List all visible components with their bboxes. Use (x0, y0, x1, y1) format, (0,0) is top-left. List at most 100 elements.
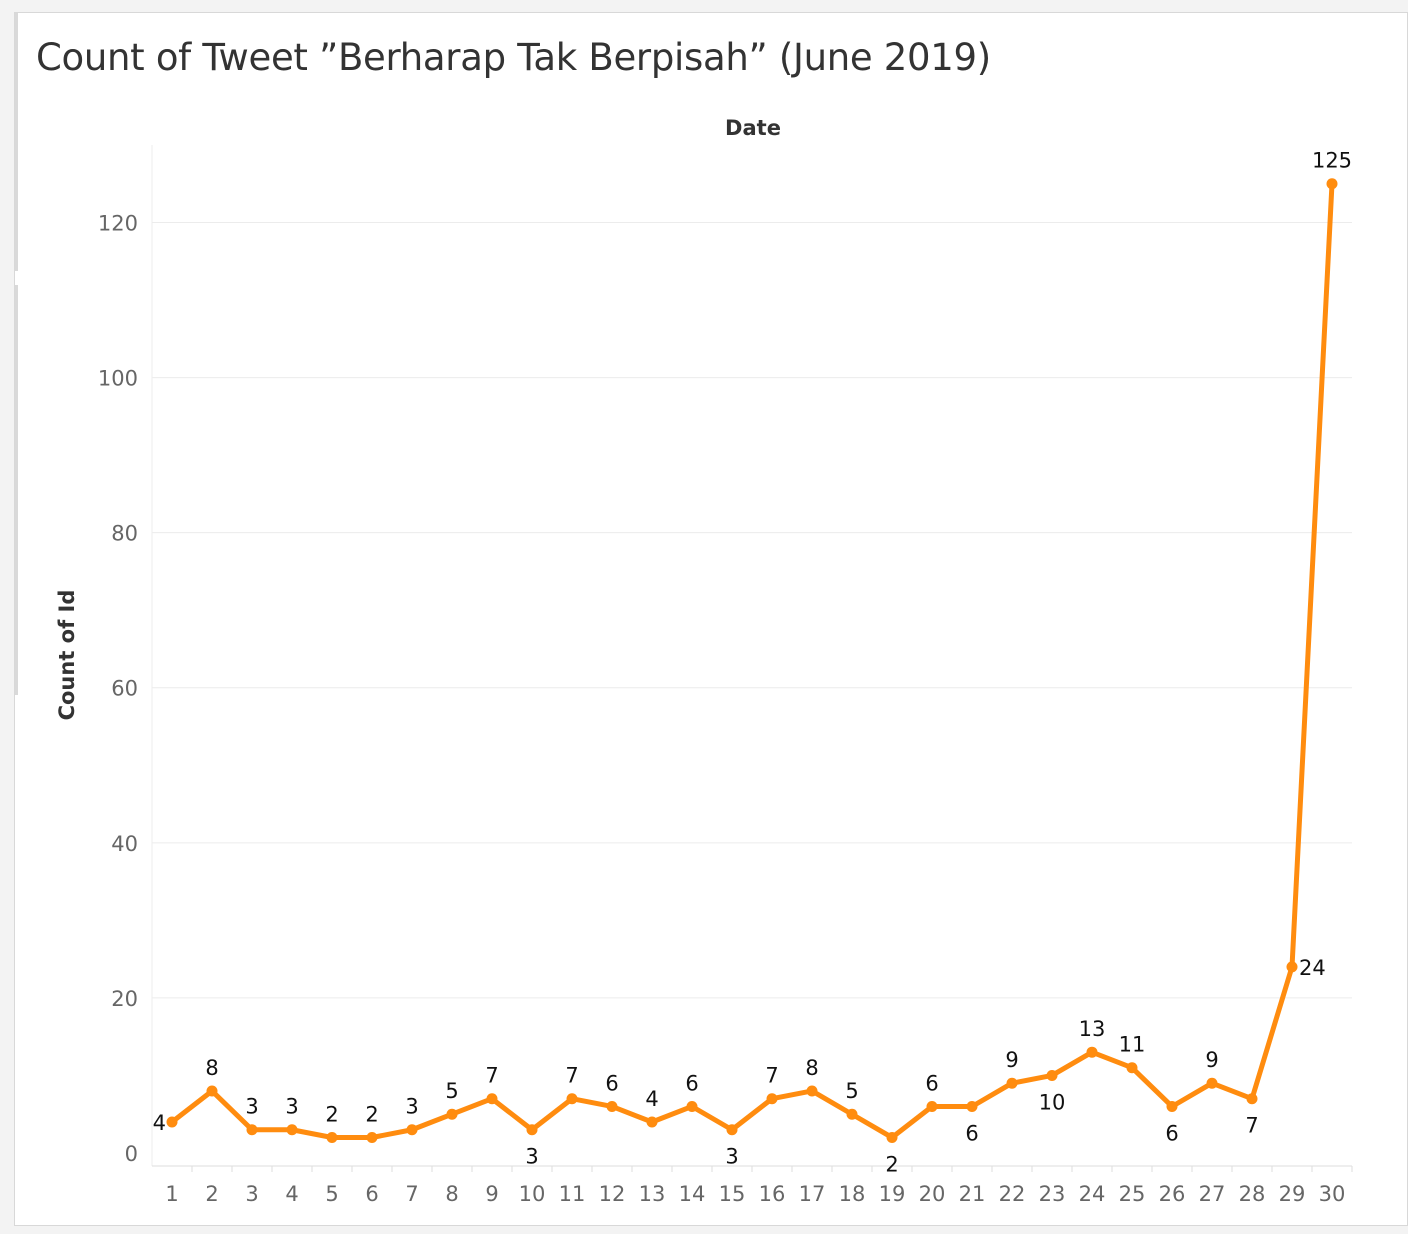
y-tick-label: 80 (111, 522, 138, 546)
x-tick-label: 23 (1039, 1182, 1066, 1206)
data-point (1286, 961, 1298, 973)
x-tick-label: 4 (285, 1182, 298, 1206)
y-tick-label: 120 (98, 211, 138, 235)
x-tick-label: 24 (1079, 1182, 1106, 1206)
data-point (846, 1108, 858, 1120)
y-tick-label: 40 (111, 832, 138, 856)
x-tick-label: 14 (679, 1182, 706, 1206)
y-tick-label: 0 (125, 1142, 138, 1166)
data-label: 13 (1079, 1017, 1106, 1041)
data-point (806, 1085, 818, 1097)
x-tick-label: 20 (919, 1182, 946, 1206)
x-tick-label: 17 (799, 1182, 826, 1206)
data-point (166, 1116, 178, 1128)
data-label: 7 (765, 1064, 778, 1088)
data-point (1086, 1046, 1098, 1058)
x-tick-label: 27 (1199, 1182, 1226, 1206)
x-tick-label: 25 (1119, 1182, 1146, 1206)
data-point (206, 1085, 218, 1097)
data-label: 7 (1245, 1114, 1258, 1138)
data-label: 3 (405, 1095, 418, 1119)
data-label: 2 (325, 1102, 338, 1126)
data-label: 24 (1299, 956, 1326, 980)
data-label: 2 (885, 1152, 898, 1176)
data-point (1126, 1062, 1138, 1074)
data-label: 125 (1312, 149, 1352, 173)
x-tick-label: 3 (245, 1182, 258, 1206)
data-label: 8 (805, 1056, 818, 1080)
data-label: 3 (725, 1145, 738, 1169)
data-point (446, 1108, 458, 1120)
data-point (1246, 1093, 1258, 1105)
x-tick-label: 1 (165, 1182, 178, 1206)
data-point (326, 1131, 338, 1143)
data-point (686, 1100, 698, 1112)
y-tick-label: 60 (111, 677, 138, 701)
left-border-strip (15, 13, 18, 271)
x-tick-label: 28 (1239, 1182, 1266, 1206)
data-label: 8 (205, 1056, 218, 1080)
x-tick-label: 19 (879, 1182, 906, 1206)
y-tick-label: 100 (98, 367, 138, 391)
x-tick-label: 2 (205, 1182, 218, 1206)
x-tick-label: 7 (405, 1182, 418, 1206)
x-tick-label: 11 (559, 1182, 586, 1206)
y-tick-label: 20 (111, 987, 138, 1011)
data-point (726, 1124, 738, 1136)
data-point (1046, 1069, 1058, 1081)
x-tick-label: 12 (599, 1182, 626, 1206)
data-label: 3 (525, 1145, 538, 1169)
data-point (766, 1093, 778, 1105)
data-point (566, 1093, 578, 1105)
data-label: 5 (845, 1079, 858, 1103)
x-tick-label: 10 (519, 1182, 546, 1206)
data-label: 9 (1205, 1048, 1218, 1072)
data-label: 5 (445, 1079, 458, 1103)
data-point (606, 1100, 618, 1112)
data-label: 7 (565, 1064, 578, 1088)
chart-panel (14, 12, 1408, 1226)
data-point (926, 1100, 938, 1112)
x-tick-label: 22 (999, 1182, 1026, 1206)
x-tick-label: 29 (1279, 1182, 1306, 1206)
x-tick-label: 8 (445, 1182, 458, 1206)
data-label: 3 (285, 1095, 298, 1119)
data-labels: 4 8 3 3 2 2 3 5 7 3 7 6 4 6 3 7 8 5 2 6 6 9 10 13 11 6 9 7 24 125 (153, 149, 1352, 1177)
data-label: 11 (1119, 1033, 1146, 1057)
data-label: 4 (153, 1111, 166, 1135)
data-point (1326, 178, 1338, 190)
data-point (286, 1124, 298, 1136)
data-point (246, 1124, 258, 1136)
x-tick-label: 16 (759, 1182, 786, 1206)
x-tick-label: 21 (959, 1182, 986, 1206)
data-label: 9 (1005, 1048, 1018, 1072)
data-point (526, 1124, 538, 1136)
data-label: 7 (485, 1064, 498, 1088)
x-axis-title: Date (725, 116, 781, 140)
data-label: 2 (365, 1102, 378, 1126)
data-point (1206, 1077, 1218, 1089)
x-tick-label: 26 (1159, 1182, 1186, 1206)
data-point (486, 1093, 498, 1105)
y-axis-title: Count of Id (55, 590, 79, 721)
chart-title: Count of Tweet ”Berharap Tak Berpisah” (… (36, 36, 991, 79)
data-label: 6 (925, 1071, 938, 1095)
data-label: 10 (1039, 1090, 1066, 1114)
x-tick-label: 18 (839, 1182, 866, 1206)
data-point (1166, 1100, 1178, 1112)
gridlines (151, 145, 1353, 1172)
data-label: 6 (605, 1071, 618, 1095)
x-tick-label: 30 (1319, 1182, 1346, 1206)
x-tick-label: 5 (325, 1182, 338, 1206)
data-label: 6 (685, 1071, 698, 1095)
series-line-group (166, 178, 1338, 1143)
data-point (886, 1131, 898, 1143)
data-point (366, 1131, 378, 1143)
x-tick-label: 9 (485, 1182, 498, 1206)
left-border-strip (15, 285, 18, 695)
series-line (169, 181, 1335, 1140)
data-point (1006, 1077, 1018, 1089)
x-tick-label: 13 (639, 1182, 666, 1206)
